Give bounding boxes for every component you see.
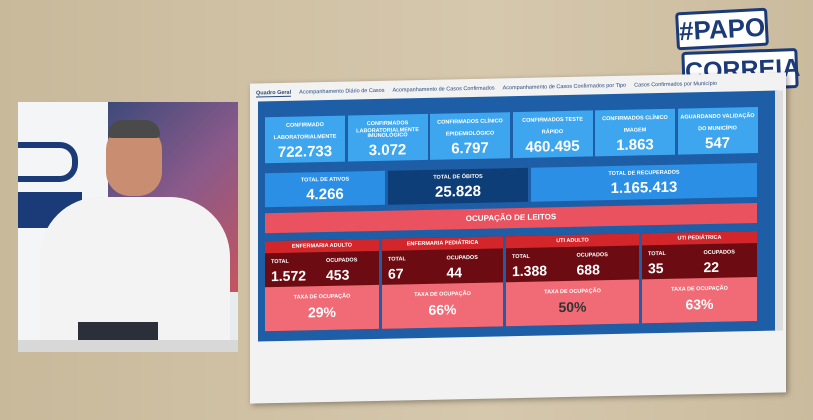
- desk-item: [78, 322, 158, 344]
- card-label: CONFIRMADO: [286, 122, 324, 129]
- col-label: OCUPADOS: [446, 254, 478, 262]
- unit-occupied: 453: [326, 266, 350, 284]
- col-label: TOTAL: [271, 258, 289, 266]
- card-label: IMAGEM: [623, 127, 647, 134]
- card-label: RÁPIDO: [541, 129, 564, 136]
- backdrop-logo: [18, 142, 78, 182]
- metric-card: CONFIRMADOS TESTE RÁPIDO 460.495: [512, 110, 593, 159]
- total-card: TOTAL DE ÓBITOS 25.828: [388, 167, 528, 205]
- rate-label: TAXA DE OCUPAÇÃO: [293, 293, 351, 301]
- metric-card: CONFIRMADOS CLÍNICO IMAGEM 1.863: [595, 108, 675, 157]
- rate-label: TAXA DE OCUPAÇÃO: [671, 285, 728, 293]
- rate-box: TAXA DE OCUPAÇÃO 50%: [506, 279, 639, 327]
- unit-total: 1.572: [271, 267, 307, 285]
- bed-unit: UTI PEDIÁTRICA TOTAL OCUPADOS 35 22 TAXA DE O…: [642, 230, 757, 324]
- card-value: 3.072: [368, 141, 407, 160]
- rate-box: TAXA DE OCUPAÇÃO 63%: [642, 276, 757, 324]
- metric-card: AGUARDANDO VALIDAÇÃO DO MUNICÍPIO 547: [677, 106, 758, 155]
- card-label: LABORATORIALMENTE: [273, 133, 337, 142]
- col-label: TOTAL: [648, 250, 666, 258]
- dashboard-content: CONFIRMADO LABORATORIALMENTE 722.733 CONFIR…: [250, 72, 786, 403]
- metric-card: CONFIRMADOS LABORATORIALMENTE IMUNOLÓGICO…: [347, 113, 428, 162]
- rate-label: TAXA DE OCUPAÇÃO: [544, 288, 601, 296]
- card-label: AGUARDANDO VALIDAÇÃO: [680, 113, 755, 121]
- dashboard-window: Quadro Geral Acompanhamento Diário de Cas…: [250, 72, 786, 404]
- rate-label: TAXA DE OCUPAÇÃO: [414, 290, 471, 299]
- card-value: 547: [704, 134, 731, 153]
- unit-name: UTI PEDIÁTRICA: [642, 230, 757, 246]
- unit-name: ENFERMARIA ADULTO: [265, 238, 379, 254]
- card-value: 6.797: [451, 139, 489, 158]
- unit-name: UTI ADULTO: [506, 233, 639, 249]
- card-value: 4.266: [306, 185, 344, 204]
- logo-text: #PAPO: [678, 11, 766, 47]
- card-value: 1.863: [616, 136, 654, 154]
- card-label: EPIDEMIOLÓGICO: [445, 130, 495, 138]
- logo-top: #PAPO: [675, 7, 769, 51]
- card-label: TOTAL DE ATIVOS: [300, 176, 350, 184]
- total-card: TOTAL DE ATIVOS 4.266: [265, 170, 385, 208]
- col-label: OCUPADOS: [576, 252, 608, 259]
- unit-total: 1.388: [512, 262, 548, 280]
- rate-box: TAXA DE OCUPAÇÃO 66%: [382, 282, 503, 329]
- col-label: TOTAL: [388, 256, 406, 263]
- rate-box: TAXA DE OCUPAÇÃO 29%: [265, 284, 379, 332]
- card-value: 25.828: [435, 182, 481, 201]
- card-value: 460.495: [525, 137, 580, 156]
- rate-value: 29%: [307, 303, 337, 321]
- bed-unit: ENFERMARIA PEDIÁTRICA TOTAL OCUPADOS 67 44 TA…: [382, 236, 503, 329]
- unit-occupied: 22: [703, 258, 720, 276]
- card-label: CONFIRMADOS TESTE: [522, 116, 583, 124]
- metric-card: CONFIRMADO LABORATORIALMENTE 722.733: [265, 115, 345, 164]
- unit-occupied: 44: [446, 264, 463, 281]
- unit-total: 67: [388, 265, 404, 282]
- unit-total: 35: [648, 259, 664, 277]
- unit-occupied: 688: [576, 261, 600, 278]
- bed-unit: UTI ADULTO TOTAL OCUPADOS 1.388 688 TAXA DE O…: [506, 233, 639, 327]
- col-label: TOTAL: [512, 253, 530, 261]
- card-value: 1.165.413: [610, 178, 678, 198]
- hair: [108, 120, 160, 138]
- card-value: 722.733: [277, 142, 333, 162]
- unit-name: ENFERMARIA PEDIÁTRICA: [382, 236, 503, 251]
- card-label: CONFIRMADOS CLÍNICO: [602, 114, 668, 123]
- metric-card: CONFIRMADOS CLÍNICO EPIDEMIOLÓGICO 6.797: [430, 112, 510, 160]
- presenter-video: [18, 102, 238, 352]
- section-title: OCUPAÇÃO DE LEITOS: [265, 202, 757, 234]
- card-label: CONFIRMADOS CLÍNICO: [437, 118, 503, 126]
- card-label: IMUNOLÓGICO: [367, 132, 408, 140]
- card-label: DO MUNICÍPIO: [698, 125, 737, 133]
- total-card: TOTAL DE RECUPERADOS 1.165.413: [531, 162, 757, 202]
- rate-value: 63%: [685, 295, 714, 313]
- bed-unit: ENFERMARIA ADULTO TOTAL OCUPADOS 1.572 453 TA…: [265, 238, 379, 332]
- rate-value: 66%: [428, 301, 457, 318]
- col-label: OCUPADOS: [326, 257, 358, 265]
- desk: [18, 340, 238, 352]
- rate-value: 50%: [558, 298, 587, 316]
- col-label: OCUPADOS: [703, 249, 735, 257]
